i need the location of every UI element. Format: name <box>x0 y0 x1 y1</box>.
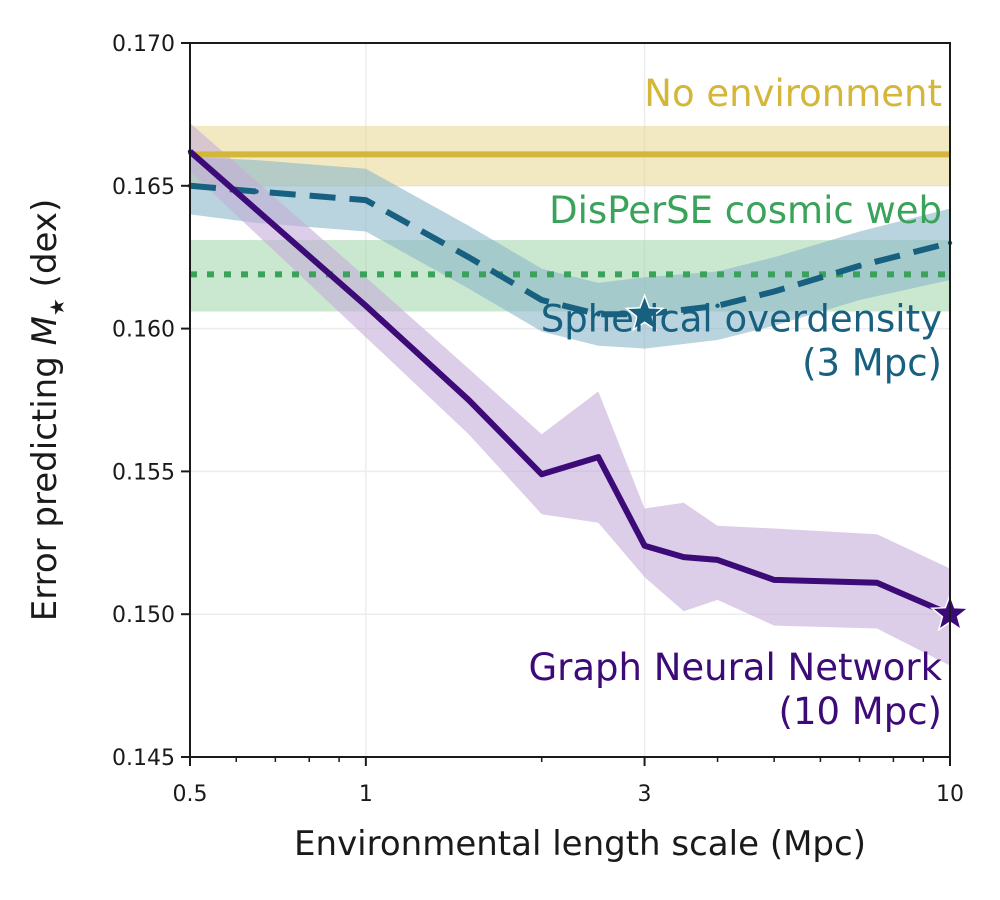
spherical-point-2 <box>363 197 369 203</box>
none-label: No environment <box>644 72 942 115</box>
x-axis-title: Environmental length scale (Mpc) <box>294 824 866 864</box>
disperse-label: DisPerSE cosmic web <box>549 189 942 232</box>
gnn-point-6 <box>681 554 686 560</box>
gnn-point-9 <box>874 580 880 585</box>
gnn-band <box>190 123 950 666</box>
plot-frame <box>189 42 951 758</box>
spherical-label-line-2: (3 Mpc) <box>802 341 942 384</box>
y-tick-label-5: 0.170 <box>112 32 175 57</box>
spherical-band <box>190 157 950 349</box>
gnn-point-2 <box>466 397 471 403</box>
y-tick-label-1: 0.150 <box>112 603 175 628</box>
gnn-point-3 <box>539 472 544 477</box>
series-lines <box>187 149 953 617</box>
spherical-best-star-marker <box>624 293 665 332</box>
gnn-point-4 <box>596 454 601 460</box>
axis-ticks: 0.5 1 3 10 0.145 0.150 0.155 0.160 0.165 0.170 <box>112 32 964 807</box>
gnn-point-5 <box>642 543 647 548</box>
y-axis-title-variable: M <box>25 316 65 345</box>
gnn-label-line-2: (10 Mpc) <box>779 690 942 733</box>
y-axis-title-prefix: Error predicting <box>25 345 65 621</box>
spherical-point-3 <box>466 255 471 260</box>
spherical-line <box>189 182 951 318</box>
series-labels: No environment DisPerSE cosmic web Spheric… <box>528 72 942 733</box>
x-tick-label-2: 3 <box>638 782 652 807</box>
spherical-label: Spherical overdensity <box>541 297 942 340</box>
y-axis-title: Error predicting M★ (dex) <box>25 199 69 622</box>
y-tick-label-0: 0.145 <box>112 746 175 771</box>
y-axis-title-suffix: (dex) <box>25 199 65 298</box>
gnn-point-7 <box>715 557 720 563</box>
spherical-point-4 <box>539 297 544 303</box>
y-tick-label-2: 0.155 <box>112 460 175 485</box>
x-tick-label-3: 10 <box>936 782 964 807</box>
spherical-point-8 <box>771 289 777 294</box>
y-tick-label-4: 0.165 <box>112 175 175 200</box>
spherical-point-5 <box>596 312 601 317</box>
spherical-point-9 <box>857 263 862 268</box>
spherical-point-1 <box>254 189 259 194</box>
x-tick-label-1: 1 <box>359 782 373 807</box>
gnn-label: Graph Neural Network <box>528 646 942 689</box>
gnn-point-1 <box>363 303 369 308</box>
x-tick-label-0: 0.5 <box>173 782 208 807</box>
gnn-point-8 <box>771 577 777 583</box>
spherical-point-7 <box>715 303 720 308</box>
y-axis-title-subscript: ★ <box>45 298 69 316</box>
y-tick-label-3: 0.160 <box>112 318 175 343</box>
